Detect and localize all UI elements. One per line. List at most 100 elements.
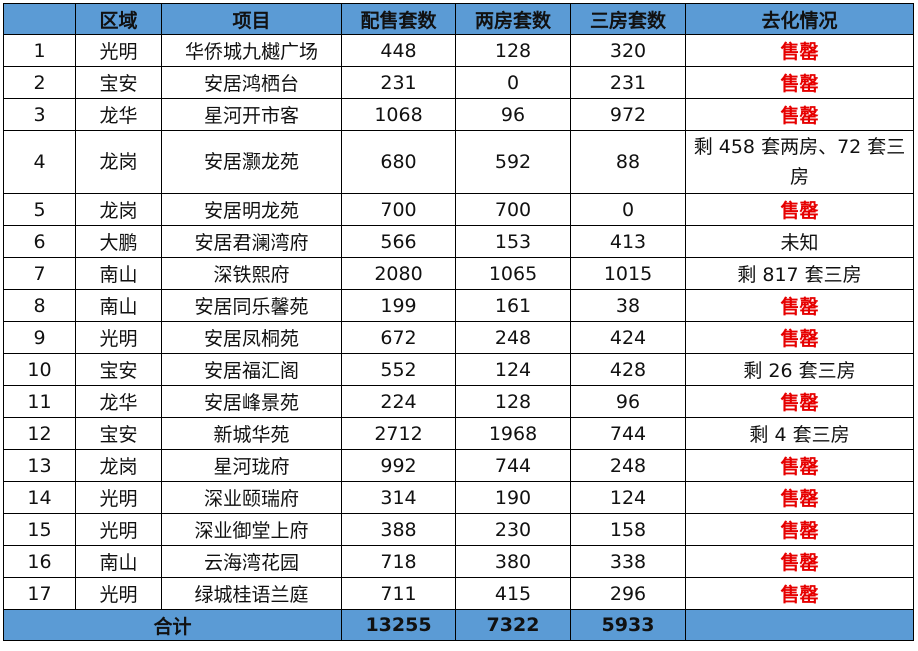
cell-index: 17 <box>3 577 76 610</box>
table-row: 6 大鹏 安居君澜湾府 566 153 413 未知 <box>3 225 914 258</box>
cell-project: 深铁熙府 <box>161 257 342 290</box>
table-row: 13 龙岗 星河珑府 992 744 248 售罄 <box>3 449 914 482</box>
cell-region: 光明 <box>75 34 162 67</box>
cell-status: 售罄 <box>685 193 914 226</box>
table-row: 14 光明 深业颐瑞府 314 190 124 售罄 <box>3 481 914 514</box>
cell-three-room: 338 <box>570 545 686 578</box>
cell-three-room: 124 <box>570 481 686 514</box>
cell-two-room: 700 <box>455 193 571 226</box>
total-row: 合计 13255 7322 5933 <box>3 609 914 641</box>
cell-status: 售罄 <box>685 513 914 546</box>
cell-index: 2 <box>3 66 76 99</box>
cell-project: 安居峰景苑 <box>161 385 342 418</box>
cell-total: 314 <box>341 481 456 514</box>
cell-three-room: 972 <box>570 98 686 131</box>
total-three-room: 5933 <box>570 609 686 641</box>
cell-status: 剩 458 套两房、72 套三房 <box>685 130 914 194</box>
cell-two-room: 190 <box>455 481 571 514</box>
cell-three-room: 428 <box>570 353 686 386</box>
cell-two-room: 153 <box>455 225 571 258</box>
cell-region: 龙岗 <box>75 130 162 194</box>
cell-three-room: 744 <box>570 417 686 450</box>
cell-status: 售罄 <box>685 66 914 99</box>
table-row: 1 光明 华侨城九樾广场 448 128 320 售罄 <box>3 34 914 67</box>
cell-total: 1068 <box>341 98 456 131</box>
cell-region: 光明 <box>75 513 162 546</box>
cell-three-room: 158 <box>570 513 686 546</box>
cell-three-room: 38 <box>570 289 686 322</box>
cell-region: 龙华 <box>75 98 162 131</box>
cell-project: 安居君澜湾府 <box>161 225 342 258</box>
cell-status: 售罄 <box>685 321 914 354</box>
cell-region: 大鹏 <box>75 225 162 258</box>
cell-two-room: 1968 <box>455 417 571 450</box>
cell-three-room: 248 <box>570 449 686 482</box>
cell-status: 售罄 <box>685 545 914 578</box>
cell-region: 宝安 <box>75 353 162 386</box>
cell-region: 龙岗 <box>75 449 162 482</box>
table-row: 9 光明 安居凤桐苑 672 248 424 售罄 <box>3 321 914 354</box>
cell-region: 南山 <box>75 257 162 290</box>
cell-region: 龙华 <box>75 385 162 418</box>
cell-index: 6 <box>3 225 76 258</box>
cell-three-room: 424 <box>570 321 686 354</box>
cell-region: 南山 <box>75 289 162 322</box>
cell-status: 未知 <box>685 225 914 258</box>
cell-index: 15 <box>3 513 76 546</box>
cell-three-room: 320 <box>570 34 686 67</box>
cell-project: 绿城桂语兰庭 <box>161 577 342 610</box>
cell-index: 1 <box>3 34 76 67</box>
cell-status: 售罄 <box>685 481 914 514</box>
cell-three-room: 296 <box>570 577 686 610</box>
table-row: 15 光明 深业御堂上府 388 230 158 售罄 <box>3 513 914 546</box>
header-total: 配售套数 <box>341 3 456 35</box>
header-three-room: 三房套数 <box>570 3 686 35</box>
cell-region: 宝安 <box>75 66 162 99</box>
cell-status: 售罄 <box>685 34 914 67</box>
cell-project: 安居鸿栖台 <box>161 66 342 99</box>
cell-region: 光明 <box>75 577 162 610</box>
cell-two-room: 230 <box>455 513 571 546</box>
cell-three-room: 96 <box>570 385 686 418</box>
cell-three-room: 1015 <box>570 257 686 290</box>
cell-project: 云海湾花园 <box>161 545 342 578</box>
cell-total: 700 <box>341 193 456 226</box>
cell-region: 南山 <box>75 545 162 578</box>
table-row: 16 南山 云海湾花园 718 380 338 售罄 <box>3 545 914 578</box>
cell-region: 龙岗 <box>75 193 162 226</box>
cell-total: 992 <box>341 449 456 482</box>
cell-region: 光明 <box>75 481 162 514</box>
cell-project: 深业御堂上府 <box>161 513 342 546</box>
table-container: 区域 项目 配售套数 两房套数 三房套数 去化情况 1 光明 华侨城九樾广场 448 1… <box>3 3 914 641</box>
cell-project: 星河开市客 <box>161 98 342 131</box>
cell-two-room: 161 <box>455 289 571 322</box>
cell-two-room: 415 <box>455 577 571 610</box>
total-status <box>685 609 914 641</box>
table-row: 12 宝安 新城华苑 2712 1968 744 剩 4 套三房 <box>3 417 914 450</box>
cell-two-room: 744 <box>455 449 571 482</box>
table-row: 2 宝安 安居鸿栖台 231 0 231 售罄 <box>3 66 914 99</box>
table-row: 10 宝安 安居福汇阁 552 124 428 剩 26 套三房 <box>3 353 914 386</box>
cell-total: 388 <box>341 513 456 546</box>
cell-two-room: 0 <box>455 66 571 99</box>
cell-status: 售罄 <box>685 98 914 131</box>
table-row: 17 光明 绿城桂语兰庭 711 415 296 售罄 <box>3 577 914 610</box>
cell-index: 8 <box>3 289 76 322</box>
cell-total: 680 <box>341 130 456 194</box>
table-row: 5 龙岗 安居明龙苑 700 700 0 售罄 <box>3 193 914 226</box>
cell-index: 3 <box>3 98 76 131</box>
header-index <box>3 3 76 35</box>
cell-project: 安居福汇阁 <box>161 353 342 386</box>
cell-two-room: 128 <box>455 34 571 67</box>
total-label: 合计 <box>3 609 342 641</box>
cell-status: 售罄 <box>685 289 914 322</box>
cell-project: 安居凤桐苑 <box>161 321 342 354</box>
cell-region: 宝安 <box>75 417 162 450</box>
header-two-room: 两房套数 <box>455 3 571 35</box>
cell-three-room: 0 <box>570 193 686 226</box>
table-row: 8 南山 安居同乐馨苑 199 161 38 售罄 <box>3 289 914 322</box>
cell-total: 448 <box>341 34 456 67</box>
cell-total: 718 <box>341 545 456 578</box>
table-row: 3 龙华 星河开市客 1068 96 972 售罄 <box>3 98 914 131</box>
cell-status: 售罄 <box>685 449 914 482</box>
